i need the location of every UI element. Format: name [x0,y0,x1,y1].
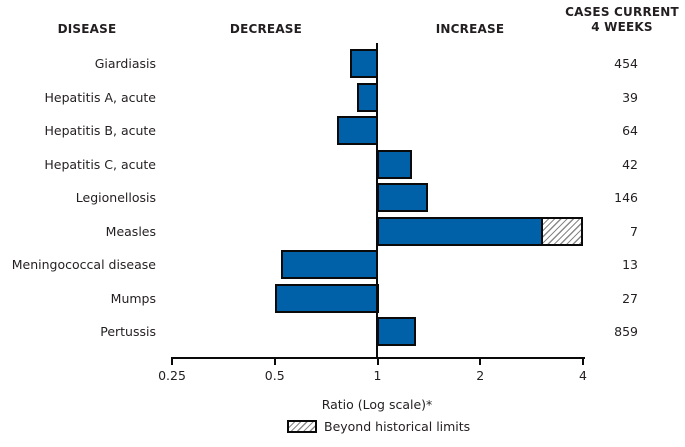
x-axis-title: Ratio (Log scale)* [321,397,433,412]
disease-label: Legionellosis [75,190,156,205]
cases-value: 454 [614,56,638,71]
beyond-historical-limits-segment [541,218,581,244]
axis-tick [376,357,379,365]
column-header-decrease: DECREASE [229,22,303,36]
axis-tick-label: 0.5 [264,368,285,383]
axis-tick [273,357,276,365]
column-header-disease: DISEASE [57,22,117,36]
axis-tick-label: 0.25 [158,368,186,383]
legend-label: Beyond historical limits [324,419,471,434]
column-header-cases: CASES CURRENT 4 WEEKS [557,5,685,35]
cases-value: 39 [622,89,638,105]
disease-label: Hepatitis B, acute [44,123,157,138]
cases-value: 42 [622,156,638,172]
legend: Beyond historical limits [287,419,470,434]
ratio-bar [376,183,429,212]
disease-label: Giardiasis [94,56,156,71]
disease-label: Hepatitis C, acute [44,156,156,172]
axis-tick [582,357,584,365]
disease-label: Measles [105,223,156,239]
ratio-bar [376,149,412,179]
ratio-bar [274,283,379,313]
cases-value: 27 [622,290,638,306]
cases-value: 146 [614,190,638,205]
cases-value: 64 [622,123,638,138]
cases-value: 13 [622,257,638,272]
cases-value: 7 [630,223,638,239]
ratio-bar [280,250,379,279]
axis-tick-label: 1 [373,368,382,383]
column-header-cases-line1: CASES CURRENT [565,5,679,19]
column-header-cases-line2: 4 WEEKS [591,20,653,34]
baseline-ratio-1 [376,43,378,359]
ratio-bar [349,49,379,78]
ratio-bar [376,216,583,246]
disease-label: Hepatitis A, acute [44,89,156,105]
ratio-bar-solid-segment [378,218,542,244]
disease-label: Meningococcal disease [11,257,156,272]
cases-value: 859 [614,324,638,339]
disease-label: Mumps [110,290,156,306]
column-header-increase: INCREASE [435,22,505,36]
axis-tick [479,357,482,365]
ratio-bar [336,116,379,145]
axis-tick-label: 2 [476,368,485,383]
disease-label: Pertussis [100,324,156,339]
beyond-historical-limits-swatch [287,420,317,433]
axis-tick [171,357,173,365]
axis-tick-label: 4 [579,368,587,383]
ratio-bar [376,317,417,346]
